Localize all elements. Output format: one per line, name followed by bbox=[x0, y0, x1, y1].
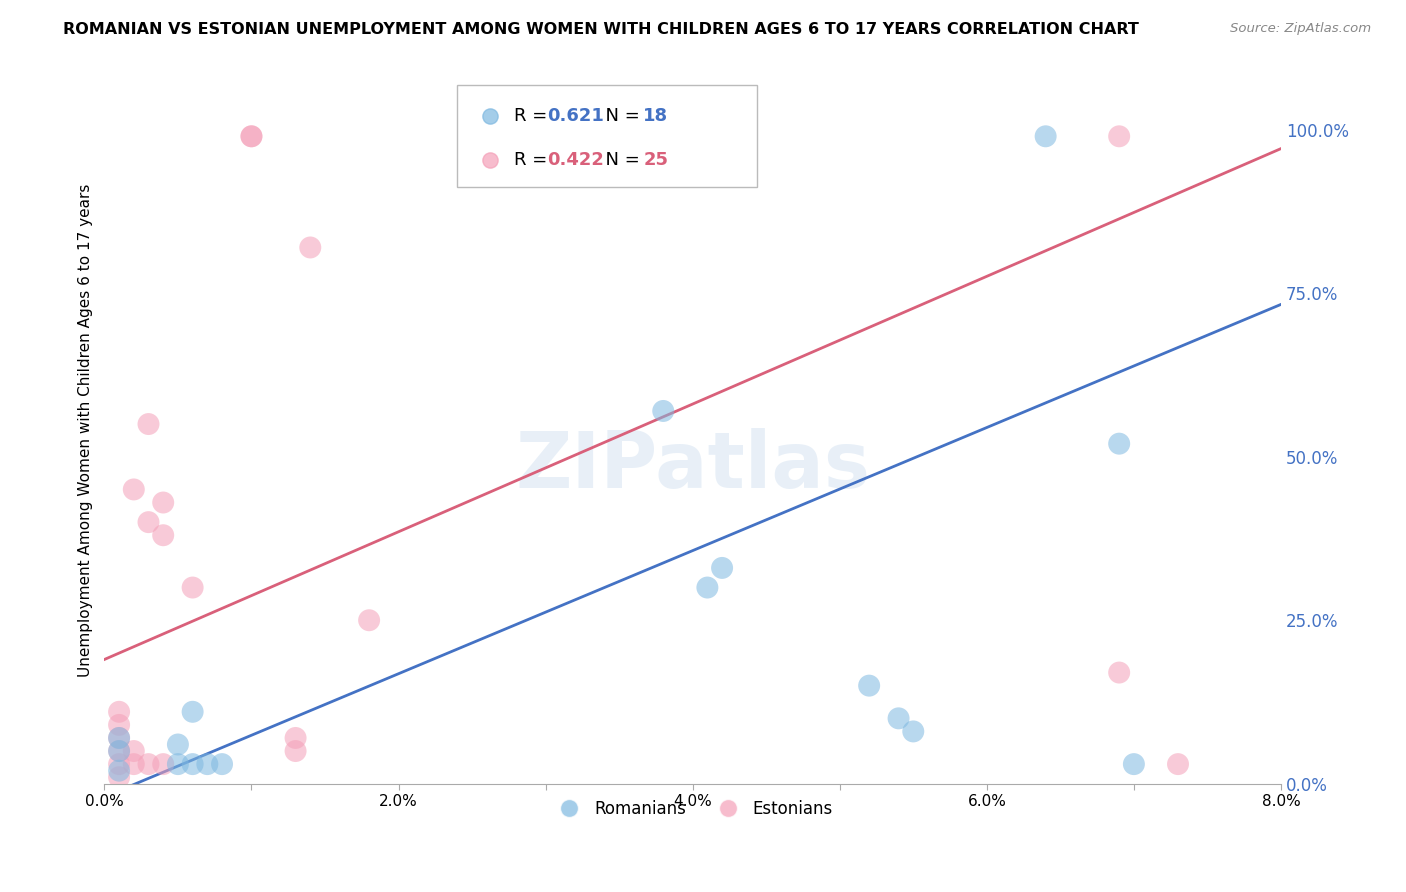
Text: N =: N = bbox=[593, 107, 645, 125]
Point bbox=[152, 528, 174, 542]
Point bbox=[1122, 757, 1144, 772]
Point bbox=[240, 129, 263, 144]
Point bbox=[138, 757, 160, 772]
Text: 25: 25 bbox=[644, 152, 668, 169]
Point bbox=[152, 495, 174, 509]
Point bbox=[284, 744, 307, 758]
Point bbox=[181, 705, 204, 719]
Point bbox=[108, 757, 131, 772]
Y-axis label: Unemployment Among Women with Children Ages 6 to 17 years: Unemployment Among Women with Children A… bbox=[79, 184, 93, 677]
Text: 0.621: 0.621 bbox=[547, 107, 603, 125]
Point bbox=[887, 711, 910, 725]
Text: ROMANIAN VS ESTONIAN UNEMPLOYMENT AMONG WOMEN WITH CHILDREN AGES 6 TO 17 YEARS C: ROMANIAN VS ESTONIAN UNEMPLOYMENT AMONG … bbox=[63, 22, 1139, 37]
Point bbox=[240, 129, 263, 144]
Text: N =: N = bbox=[593, 152, 645, 169]
Point bbox=[138, 515, 160, 529]
Point bbox=[122, 757, 145, 772]
FancyBboxPatch shape bbox=[457, 85, 758, 187]
Point bbox=[181, 581, 204, 595]
Point bbox=[108, 731, 131, 745]
Point bbox=[284, 731, 307, 745]
Point bbox=[108, 764, 131, 778]
Text: ZIPatlas: ZIPatlas bbox=[515, 428, 870, 504]
Point bbox=[195, 757, 218, 772]
Legend: Romanians, Estonians: Romanians, Estonians bbox=[546, 794, 839, 825]
Text: R =: R = bbox=[513, 152, 553, 169]
Point bbox=[108, 731, 131, 745]
Point bbox=[167, 738, 190, 752]
Point bbox=[108, 705, 131, 719]
Point bbox=[1108, 129, 1130, 144]
Point bbox=[696, 581, 718, 595]
Point bbox=[299, 240, 322, 254]
Point bbox=[1108, 436, 1130, 450]
Point bbox=[652, 404, 675, 418]
Point bbox=[122, 483, 145, 497]
Point bbox=[138, 417, 160, 431]
Point bbox=[167, 757, 190, 772]
Text: 0.422: 0.422 bbox=[547, 152, 603, 169]
Text: 18: 18 bbox=[644, 107, 668, 125]
Point bbox=[108, 744, 131, 758]
Point bbox=[359, 613, 381, 627]
Text: R =: R = bbox=[513, 107, 553, 125]
Point bbox=[211, 757, 233, 772]
Point bbox=[711, 561, 734, 575]
Point bbox=[108, 718, 131, 732]
Point bbox=[108, 770, 131, 784]
Text: Source: ZipAtlas.com: Source: ZipAtlas.com bbox=[1230, 22, 1371, 36]
Point bbox=[858, 679, 880, 693]
Point bbox=[1035, 129, 1057, 144]
Point bbox=[1108, 665, 1130, 680]
Point bbox=[181, 757, 204, 772]
Point bbox=[903, 724, 925, 739]
Point bbox=[108, 744, 131, 758]
Point bbox=[122, 744, 145, 758]
Point bbox=[1167, 757, 1189, 772]
Point bbox=[152, 757, 174, 772]
